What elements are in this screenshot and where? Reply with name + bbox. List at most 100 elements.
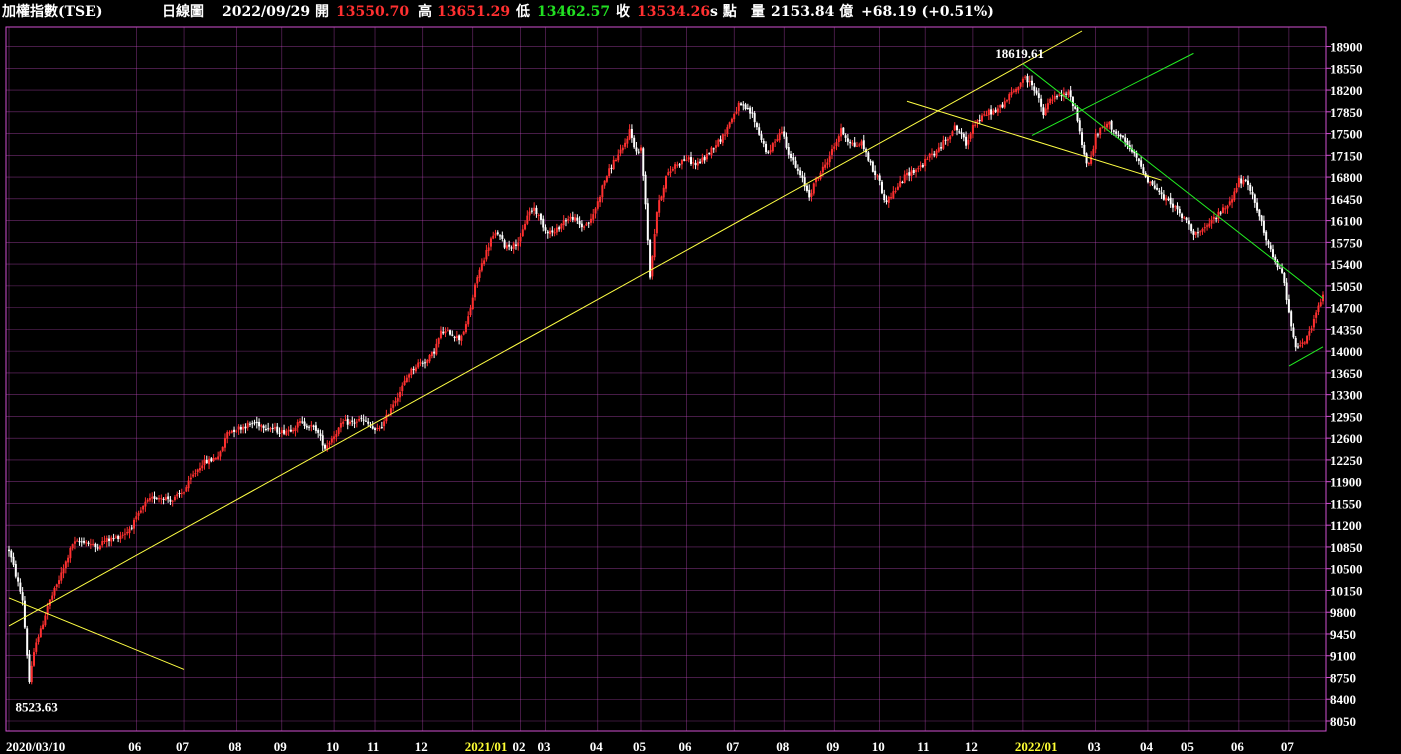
- candle-body: [1303, 342, 1306, 344]
- candle-body: [219, 451, 222, 457]
- candle-body: [494, 233, 497, 236]
- candle-body: [690, 157, 693, 164]
- candle-body: [580, 223, 583, 228]
- candle-body: [880, 181, 883, 194]
- candle-body: [276, 426, 279, 433]
- candle-body: [1256, 202, 1259, 211]
- candle-body: [419, 362, 422, 364]
- candle-body: [142, 505, 145, 510]
- candle-body: [1087, 162, 1090, 164]
- volume-label: 量: [751, 4, 765, 20]
- candle-body: [1065, 93, 1068, 95]
- candle-body: [233, 429, 236, 432]
- candle-body: [269, 428, 272, 430]
- candle-body: [1101, 126, 1104, 128]
- candle-body: [1010, 91, 1013, 95]
- candle-body: [596, 201, 599, 209]
- candle-body: [1237, 177, 1240, 188]
- candle-body: [187, 480, 190, 489]
- candle-body: [555, 227, 558, 233]
- candle-body: [855, 145, 858, 147]
- candle-body: [937, 147, 940, 152]
- x-tick-label: 08: [776, 739, 790, 754]
- x-tick-label: 2022/01: [1015, 739, 1058, 754]
- candle-body: [405, 377, 408, 382]
- candle-body: [735, 111, 738, 114]
- candle-body: [769, 150, 772, 153]
- candle-body: [314, 425, 317, 431]
- candle-body: [617, 154, 620, 161]
- candle-body: [553, 232, 556, 234]
- open-label: 開: [315, 4, 329, 20]
- candle-body: [114, 536, 117, 538]
- candle-body: [1133, 150, 1136, 154]
- candle-body: [85, 542, 88, 544]
- candle-body: [626, 138, 629, 144]
- candle-body: [971, 124, 974, 135]
- candle-body: [360, 417, 363, 419]
- y-tick-label: 16800: [1330, 170, 1363, 185]
- candle-body: [1158, 190, 1161, 192]
- candle-body: [1169, 197, 1172, 205]
- y-axis-labels: 8050 8400 8750 9100 9450 9800 10150 10500 10850 1…: [1330, 40, 1363, 729]
- candle-body: [746, 107, 749, 109]
- candle-body: [437, 338, 440, 344]
- candle-body: [292, 429, 295, 432]
- close-value: 13534.26: [637, 4, 711, 20]
- candle-body: [858, 144, 861, 146]
- low-label: 低: [516, 4, 530, 20]
- candle-body: [533, 207, 536, 211]
- candle-body: [776, 139, 779, 142]
- candle-body: [987, 109, 990, 116]
- candle-body: [624, 142, 627, 147]
- candle-body: [1274, 256, 1277, 262]
- candle-body: [301, 421, 304, 423]
- candle-body: [1192, 230, 1195, 235]
- candle-body: [871, 161, 874, 172]
- x-tick-label: 07: [726, 739, 740, 754]
- candle-body: [1249, 184, 1252, 191]
- candle-body: [996, 108, 999, 113]
- y-tick-label: 18200: [1330, 83, 1363, 98]
- trend-line: [906, 100, 1162, 181]
- candle-body: [1135, 153, 1138, 158]
- candle-body: [467, 316, 470, 325]
- candle-body: [862, 140, 865, 149]
- candle-body: [796, 168, 799, 171]
- y-tick-label: 16450: [1330, 192, 1363, 207]
- candle-body: [333, 436, 336, 440]
- candle-body: [298, 421, 301, 424]
- candle-body: [712, 148, 715, 150]
- candle-body: [1276, 260, 1279, 268]
- candle-body: [303, 421, 306, 426]
- candle-body: [980, 115, 983, 122]
- candle-body: [537, 214, 540, 216]
- candle-body: [655, 212, 658, 234]
- trend-line: [8, 30, 1083, 627]
- candle-body: [376, 428, 379, 430]
- candle-body: [651, 256, 654, 277]
- candle-body: [1131, 148, 1134, 152]
- candle-body: [362, 419, 365, 421]
- candle-body: [453, 336, 456, 339]
- candle-body: [710, 147, 713, 156]
- candle-body: [749, 107, 752, 114]
- candle-body: [367, 421, 370, 424]
- candle-body: [1185, 217, 1188, 220]
- candle-body: [1035, 90, 1038, 94]
- candle-body: [1042, 107, 1045, 116]
- candle-body: [903, 174, 906, 183]
- candle-body: [253, 422, 256, 424]
- candle-body: [685, 159, 688, 161]
- candle-body: [203, 459, 206, 466]
- candle-body: [726, 127, 729, 135]
- candle-body: [569, 216, 572, 219]
- candle-body: [1076, 108, 1079, 121]
- candle-body: [23, 600, 26, 628]
- candle-body: [1281, 268, 1284, 273]
- candle-body: [915, 169, 918, 173]
- candle-body: [1115, 131, 1118, 134]
- candle-body: [999, 105, 1002, 108]
- candle-body: [312, 425, 315, 427]
